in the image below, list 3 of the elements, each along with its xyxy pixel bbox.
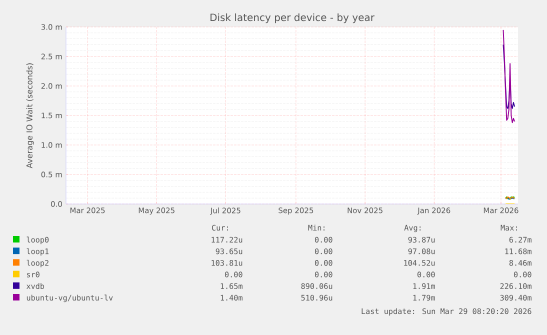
chart-title: Disk latency per device - by year bbox=[210, 13, 374, 24]
y-axis-title: Average IO Wait (seconds) bbox=[26, 63, 34, 168]
line-series bbox=[502, 29, 516, 124]
